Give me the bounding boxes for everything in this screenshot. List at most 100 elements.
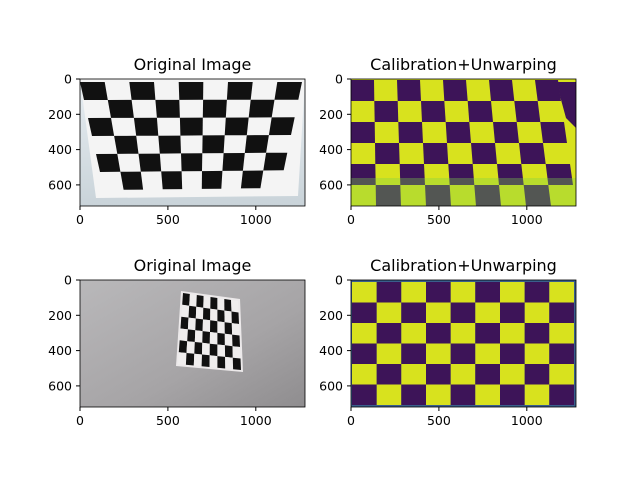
board-square-dark [398, 122, 423, 143]
board-square-dark [185, 353, 195, 366]
board-square-dark [180, 316, 189, 330]
board-square-light [524, 302, 550, 323]
board-square-dark [201, 354, 210, 367]
board-square-light [209, 355, 218, 368]
board-square-dark [399, 164, 425, 185]
board-square-light [401, 364, 426, 385]
panel-original-top: Original Image 0 500 1000 0 200 400 600 [48, 55, 306, 227]
x-tick-label: 500 [427, 413, 451, 428]
x-tick-label: 1000 [240, 413, 272, 428]
board-square-light [225, 356, 234, 370]
board-square-light [500, 282, 525, 303]
board-square-dark [524, 323, 550, 344]
board-square-dark [351, 80, 375, 101]
y-tick-label: 200 [319, 107, 343, 122]
board-square-dark [178, 82, 204, 100]
board-square-light [202, 319, 211, 332]
y-tick-label: 0 [64, 72, 72, 87]
board-square-dark [376, 323, 402, 344]
x-tick-label: 1000 [511, 212, 543, 227]
board-square-dark [96, 153, 121, 172]
board-square-light [231, 323, 240, 336]
board-square-dark [401, 302, 426, 323]
x-axis: 0 500 1000 [347, 407, 543, 428]
board-square-dark [445, 122, 471, 143]
board-square-dark [421, 101, 446, 122]
axes-frame [79, 279, 306, 408]
board-square-dark [374, 101, 399, 122]
board-square-light [189, 294, 197, 307]
board-square-dark [224, 345, 233, 358]
board-square-dark [217, 332, 225, 346]
warp-edge-artifact [558, 82, 576, 128]
board-square-dark [500, 302, 525, 323]
board-square-dark [425, 185, 451, 206]
x-axis: 0 500 1000 [347, 206, 543, 227]
board-square-dark [450, 343, 476, 364]
board-square-dark [88, 117, 115, 136]
board-square-dark [376, 364, 402, 385]
x-tick-label: 500 [427, 212, 451, 227]
board-square-dark [549, 384, 574, 405]
unwarped-image [351, 79, 576, 206]
y-tick-label: 400 [48, 142, 72, 157]
board-square-dark [549, 343, 574, 364]
board-square-dark [202, 135, 225, 154]
board-square-dark [352, 343, 377, 364]
board-square-dark [474, 185, 501, 206]
y-axis: 0 200 400 600 [48, 72, 80, 192]
board-square-dark [129, 82, 156, 100]
board-square-light [524, 384, 550, 405]
board-square-dark [196, 295, 204, 308]
board-square-dark [535, 80, 561, 101]
board-square-dark [524, 364, 550, 385]
board-square-light [376, 343, 402, 364]
panel-title: Calibration+Unwarping [370, 55, 557, 74]
board-square-dark [179, 117, 203, 136]
board-square-dark [133, 117, 159, 136]
board-square-dark [475, 282, 500, 303]
board-square-light [181, 304, 190, 318]
y-tick-label: 400 [319, 343, 343, 358]
board-square-dark [224, 117, 249, 136]
panel-unwarped-top: Calibration+Unwarping 0 500 1000 0 200 4… [319, 55, 577, 227]
board-square-dark [210, 297, 218, 310]
checkerboard-perspective [80, 79, 305, 198]
board-square-dark [210, 320, 218, 333]
board-square-dark [471, 143, 497, 164]
board-square-light [203, 296, 211, 309]
board-square-light [224, 333, 233, 347]
board-square-light [224, 310, 232, 324]
board-square-dark [467, 101, 493, 122]
board-square-dark [248, 99, 275, 118]
board-square-light [401, 282, 426, 303]
board-square-dark [352, 384, 377, 405]
board-square-dark [519, 143, 546, 164]
x-tick-label: 0 [347, 212, 355, 227]
x-tick-label: 500 [156, 212, 180, 227]
x-tick-label: 0 [347, 413, 355, 428]
board-square-dark [475, 323, 500, 344]
board-square-dark [187, 329, 196, 342]
y-tick-label: 400 [48, 343, 72, 358]
axes-frame [350, 279, 577, 408]
board-square-light [352, 364, 377, 385]
board-square-dark [114, 135, 139, 154]
board-square-dark [201, 170, 223, 189]
y-tick-label: 0 [64, 273, 72, 288]
board-square-dark [194, 342, 203, 355]
y-axis: 0 200 400 600 [319, 72, 351, 192]
board-square-dark [222, 153, 245, 171]
board-square-dark [448, 164, 475, 185]
checkerboard-unwarped [352, 282, 574, 405]
board-square-light [450, 323, 476, 344]
board-square-light [549, 282, 574, 303]
board-square-light [549, 364, 574, 385]
board-square-light [178, 352, 187, 365]
board-paper [80, 79, 305, 198]
board-square-dark [80, 82, 108, 100]
board-square-light [195, 306, 204, 320]
board-square-light [352, 282, 377, 303]
y-tick-label: 400 [319, 142, 343, 157]
board-square-dark [232, 334, 240, 347]
